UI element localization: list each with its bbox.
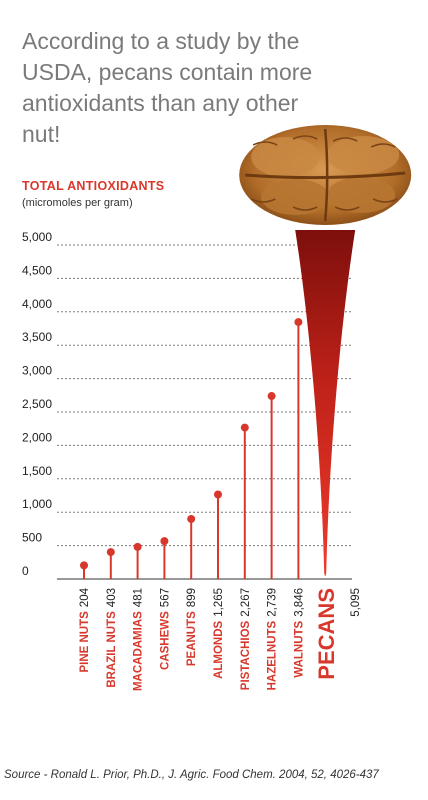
y-tick-label: 4,000 bbox=[22, 297, 52, 311]
chart-grid bbox=[57, 244, 352, 580]
category-name: WALNUTS bbox=[293, 620, 305, 677]
bar-point bbox=[160, 537, 169, 546]
category-value: 2,739 bbox=[267, 588, 279, 617]
x-label-group: MACADAMIAS 481 bbox=[133, 588, 145, 691]
x-label-group: PEANUTS 899 bbox=[186, 588, 198, 666]
category-value: 481 bbox=[133, 588, 145, 607]
x-category-label: PEANUTS 899 bbox=[186, 588, 198, 666]
x-category-label: ALMONDS 1,265 bbox=[213, 588, 225, 679]
pecan-ridge bbox=[292, 206, 318, 211]
chart-stems bbox=[80, 230, 356, 579]
category-value: 3,846 bbox=[293, 588, 305, 617]
pecan-ridge bbox=[252, 141, 278, 146]
x-label-group: PISTACHIOS 2,267 bbox=[240, 588, 252, 690]
category-value: 1,265 bbox=[213, 588, 225, 617]
bar-point bbox=[187, 514, 196, 523]
pecan-ridge bbox=[372, 198, 398, 203]
y-tick-label: 4,500 bbox=[22, 263, 52, 277]
chart-title: TOTAL ANTIOXIDANTS bbox=[22, 179, 165, 193]
panel-margin bbox=[392, 0, 428, 742]
category-name-pecans: PECANS bbox=[314, 588, 339, 680]
pecan-ridge bbox=[250, 198, 276, 203]
pecan-lobe bbox=[327, 136, 400, 174]
x-label-group: HAZELNUTS 2,739 bbox=[267, 588, 279, 690]
y-tick-label: 3,000 bbox=[22, 364, 52, 378]
bar-point bbox=[80, 561, 88, 570]
x-axis-labels: PINE NUTS 204 BRAZIL NUTS 403 MACADAMIAS 481 C… bbox=[79, 587, 362, 691]
y-axis-ticks: 0 500 1,000 1,500 2,000 2,500 3,000 3,500 4,000 4… bbox=[22, 230, 52, 578]
category-value: 204 bbox=[79, 587, 91, 607]
category-name: PEANUTS bbox=[186, 611, 198, 666]
x-category-label: PINE NUTS 204 bbox=[79, 587, 91, 672]
bar-point bbox=[240, 423, 249, 432]
category-name: PISTACHIOS bbox=[240, 620, 252, 690]
chart-unit-label: (micromoles per gram) bbox=[22, 197, 133, 209]
x-label-group: BRAZIL NUTS 403 bbox=[106, 588, 118, 688]
category-value: 567 bbox=[159, 588, 171, 607]
x-label-group: PINE NUTS 204 bbox=[79, 587, 91, 672]
pecan-lobe bbox=[251, 137, 320, 177]
x-category-label: BRAZIL NUTS 403 bbox=[106, 588, 118, 688]
x-category-label: MACADAMIAS 481 bbox=[133, 588, 145, 691]
x-label-group: PECANS bbox=[314, 588, 339, 680]
pecan-groove bbox=[323, 128, 329, 222]
pecan-lobe bbox=[261, 179, 330, 215]
y-tick-label: 0 bbox=[22, 564, 29, 578]
pecan-ridge bbox=[292, 135, 318, 140]
pecan-ridge bbox=[332, 137, 358, 142]
y-tick-label: 2,500 bbox=[22, 397, 52, 411]
bar-stem-pecans bbox=[295, 230, 356, 576]
x-category-label: HAZELNUTS 2,739 bbox=[267, 588, 279, 690]
x-label-group: ALMONDS 1,265 bbox=[213, 588, 225, 679]
bar-point bbox=[106, 548, 115, 557]
category-name: BRAZIL NUTS bbox=[106, 611, 118, 688]
y-tick-label: 3,500 bbox=[22, 330, 52, 344]
bar-point bbox=[267, 392, 276, 401]
category-name: HAZELNUTS bbox=[267, 620, 279, 690]
source-note: Source - Ronald L. Prior, Ph.D., J. Agri… bbox=[4, 769, 379, 781]
category-value: 2,267 bbox=[240, 588, 252, 617]
x-category-label: WALNUTS 3,846 bbox=[293, 588, 305, 678]
category-value: 403 bbox=[106, 588, 118, 607]
y-tick-label: 500 bbox=[22, 531, 42, 545]
category-name: ALMONDS bbox=[213, 620, 225, 678]
pecan-ridge bbox=[334, 206, 360, 211]
bar-point bbox=[214, 490, 222, 499]
pecan-lobe bbox=[327, 177, 396, 213]
category-name: PINE NUTS bbox=[79, 611, 91, 673]
x-label-group: CASHEWS 567 bbox=[159, 588, 171, 670]
x-label-group: WALNUTS 3,846 bbox=[293, 588, 305, 678]
x-label-group: 5,095 bbox=[350, 588, 362, 617]
category-name: CASHEWS bbox=[159, 611, 171, 670]
category-value-pecans: 5,095 bbox=[350, 588, 362, 617]
headline: According to a study by the USDA, pecans… bbox=[22, 28, 313, 147]
x-category-label: CASHEWS 567 bbox=[159, 588, 171, 670]
y-tick-label: 1,500 bbox=[22, 464, 52, 478]
x-category-label: PISTACHIOS 2,267 bbox=[240, 588, 252, 690]
y-tick-label: 2,000 bbox=[22, 430, 52, 444]
category-name: MACADAMIAS bbox=[133, 611, 145, 691]
category-value: 899 bbox=[186, 588, 198, 607]
bar-point bbox=[294, 318, 303, 327]
pecan-groove bbox=[245, 171, 406, 180]
bar-point bbox=[133, 542, 142, 551]
y-tick-label: 5,000 bbox=[22, 230, 52, 244]
y-tick-label: 1,000 bbox=[22, 497, 52, 511]
pecan-ridge bbox=[370, 143, 396, 148]
pecan-nut-icon bbox=[239, 125, 412, 225]
antioxidant-chart: 0 500 1,000 1,500 2,000 2,500 3,000 3,500 4,000 4… bbox=[22, 125, 412, 691]
